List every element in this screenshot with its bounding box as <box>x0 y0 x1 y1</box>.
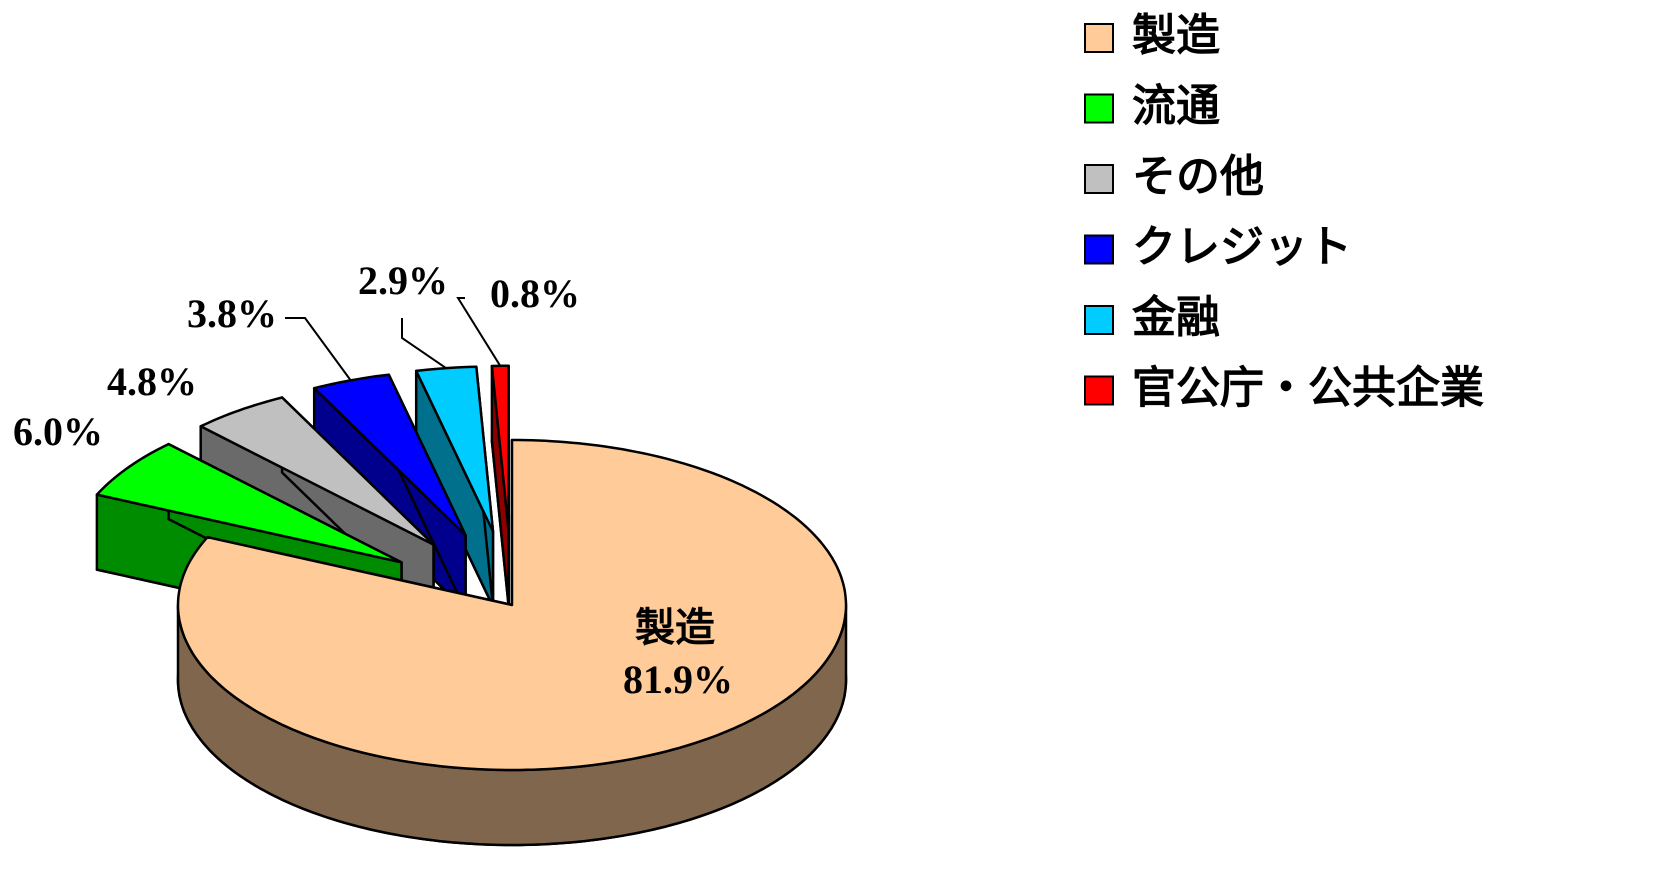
legend-swatch <box>1084 305 1114 335</box>
data-label: 6.0% <box>13 409 103 454</box>
slice <box>199 396 435 546</box>
leader-line <box>401 318 447 369</box>
legend-swatch <box>1084 234 1114 265</box>
data-label: 0.8% <box>490 271 580 316</box>
slice <box>176 438 848 772</box>
leader-line <box>285 317 352 381</box>
legend-swatch <box>1084 23 1114 53</box>
leader-line <box>456 297 502 367</box>
slice-category: 製造 <box>635 605 715 650</box>
legend-swatch <box>1084 93 1114 124</box>
legend-label: 官公庁・公共企業 <box>1132 364 1484 413</box>
legend-label: 製造 <box>1132 11 1220 60</box>
slice <box>490 364 510 533</box>
legend-label: クレジット <box>1132 223 1352 272</box>
data-label: 2.9% <box>358 258 448 303</box>
legend-swatch <box>1084 375 1114 406</box>
legend-label: 金融 <box>1131 293 1220 342</box>
slice <box>95 442 403 564</box>
data-label: 81.9% <box>623 657 733 702</box>
legend-label: その他 <box>1132 152 1264 201</box>
legend-swatch <box>1084 164 1114 194</box>
data-label: 3.8% <box>187 291 277 336</box>
legend-label: 流通 <box>1132 82 1220 131</box>
data-label: 4.8% <box>107 359 197 404</box>
